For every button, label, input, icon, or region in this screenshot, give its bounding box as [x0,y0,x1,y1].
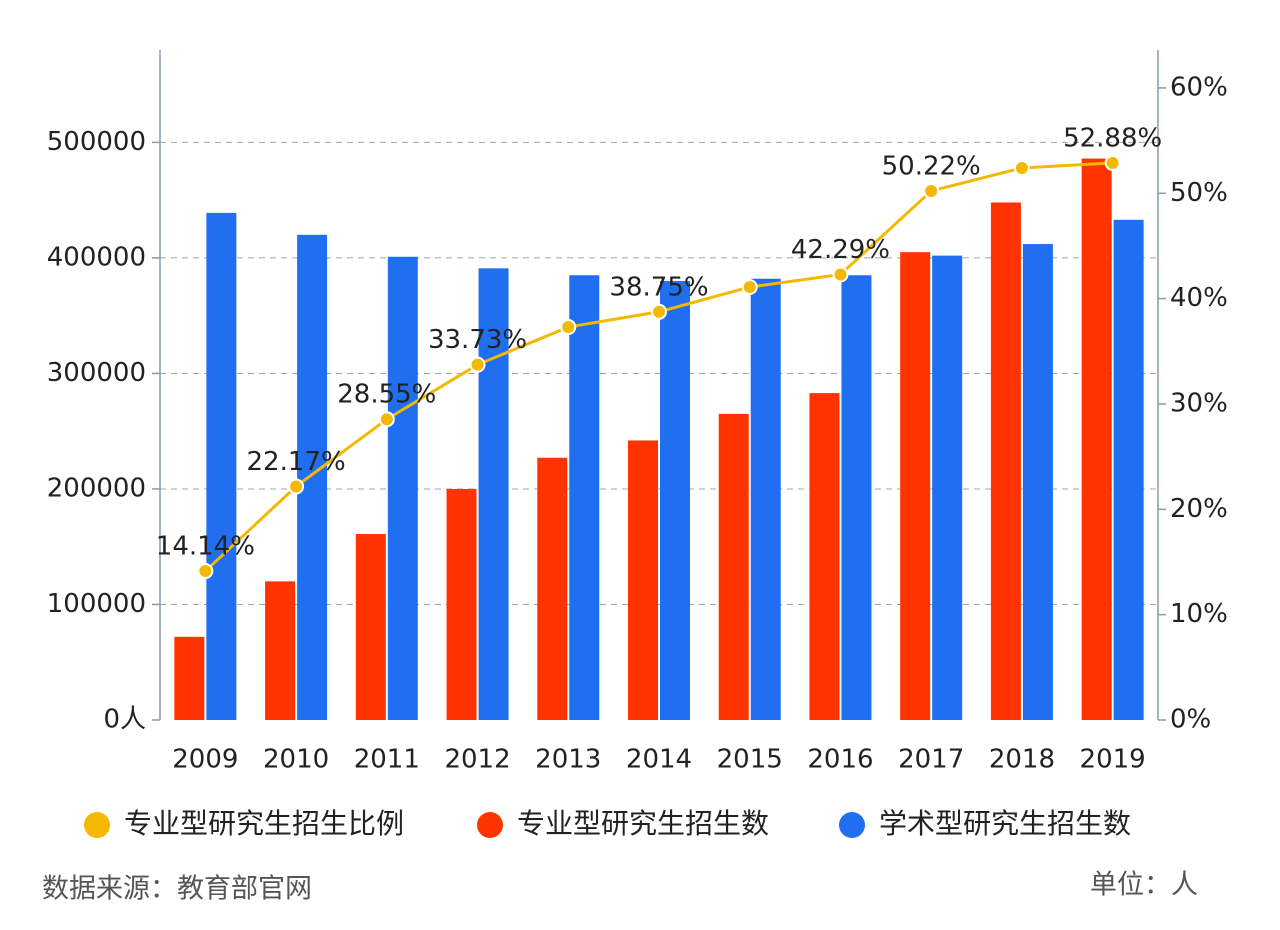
line-point [560,319,577,336]
bar [537,457,568,720]
data-label: 52.88% [1063,123,1162,153]
legend-label: 专业型研究生招生比例 [124,807,404,840]
y-tick-label: 400000 [47,242,146,272]
line-point [1013,159,1030,176]
y-tick-label: 500000 [47,127,146,157]
bar [628,440,658,720]
unit-note: 单位：人 [1090,870,1198,901]
y-tick-label: 100000 [47,589,146,619]
x-tick-label: 2010 [263,745,329,775]
x-tick-label: 2016 [807,745,873,775]
data-label: 33.73% [428,325,527,355]
y2-tick-label: 50% [1170,178,1228,208]
x-tick-label: 2011 [354,745,420,775]
legend-marker [477,812,503,838]
bar [569,275,600,720]
bar [355,534,386,720]
x-tick-label: 2014 [626,745,692,775]
bar [387,256,418,720]
y2-tick-label: 0% [1170,705,1211,735]
bar [265,581,296,720]
bar [1022,244,1053,720]
bar [478,268,509,720]
legend-marker [839,812,865,838]
y2-tick-label: 30% [1170,388,1228,418]
line-point [197,563,214,580]
bar [990,202,1021,720]
x-tick-label: 2019 [1080,745,1146,775]
line-point [923,182,940,199]
y2-tick-label: 60% [1170,72,1228,102]
line-point [288,478,305,495]
data-label: 22.17% [247,447,346,477]
bar [809,393,840,720]
bar [1113,219,1144,720]
y-tick-label: 300000 [47,358,146,388]
data-label: 14.14% [156,532,255,562]
bar [297,234,328,721]
bar [446,488,477,720]
x-tick-label: 2017 [898,745,964,775]
bar [206,212,237,720]
y2-tick-label: 40% [1170,283,1228,313]
bar [932,255,963,720]
line-point [1104,154,1121,171]
line-point [378,411,395,428]
bar [750,278,781,720]
data-label: 28.55% [337,380,436,410]
line [204,161,1113,573]
source-note: 数据来源：教育部官网 [42,874,312,905]
legend-marker [84,812,110,838]
y-tick-label: 0人 [103,705,146,735]
bar [660,281,690,720]
data-label: 42.29% [791,235,890,265]
bar [718,413,749,720]
data-label: 38.75% [609,272,708,302]
line-point [469,356,486,373]
bar [174,636,205,720]
x-tick-label: 2018 [989,745,1055,775]
bar [1081,158,1112,721]
line-point [651,303,667,320]
x-tick-label: 2015 [717,745,783,775]
line-point [741,279,758,296]
y-tick-label: 200000 [47,473,146,503]
x-tick-label: 2009 [172,745,238,775]
y2-tick-label: 10% [1170,599,1228,629]
legend-label: 专业型研究生招生数 [517,807,769,840]
bar [841,275,872,720]
x-tick-label: 2012 [444,745,510,775]
y2-tick-label: 20% [1170,494,1228,524]
legend-label: 学术型研究生招生数 [879,807,1131,840]
x-tick-label: 2013 [535,745,601,775]
line-point [832,266,849,283]
data-label: 50.22% [882,151,981,181]
bar [900,252,931,721]
